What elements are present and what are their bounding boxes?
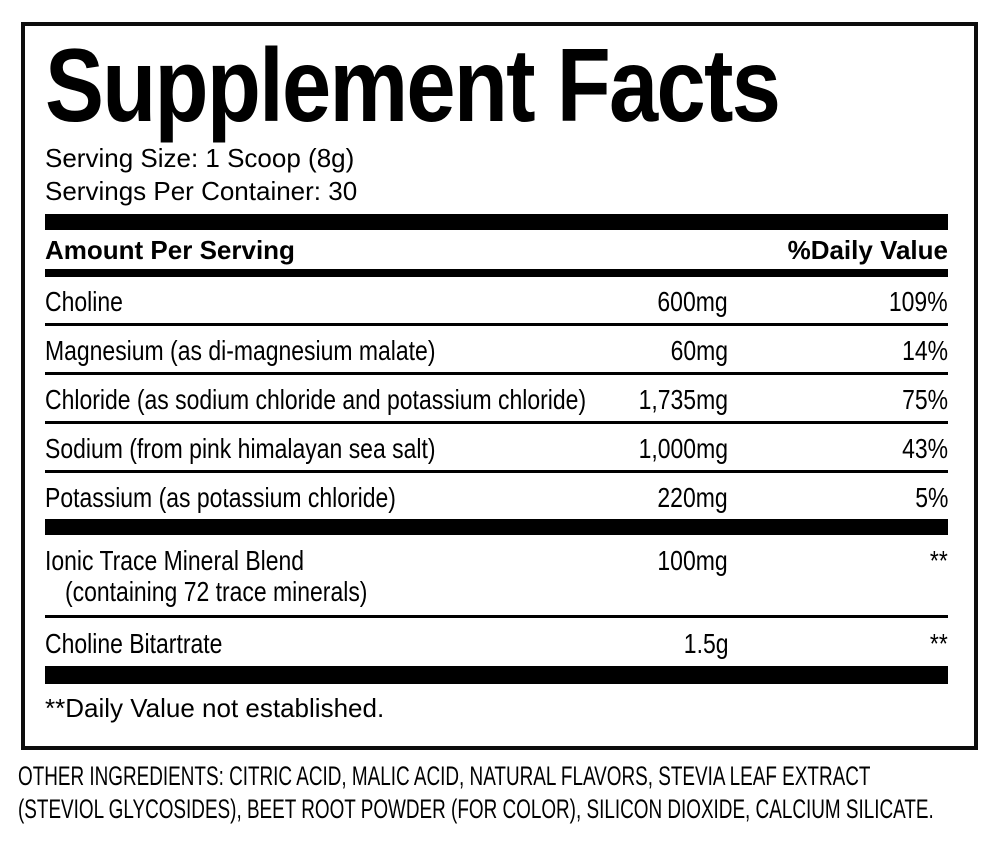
table-row: Magnesium (as di-magnesium malate) 60mg … xyxy=(45,326,948,375)
ingredient-amount: 220mg xyxy=(657,482,728,513)
panel-title: Supplement Facts xyxy=(45,28,781,144)
table-header: Amount Per Serving %Daily Value xyxy=(45,230,948,269)
ingredient-daily-value: ** xyxy=(930,628,948,659)
ingredient-amount: 600mg xyxy=(657,286,728,317)
table-row: Choline 600mg 109% xyxy=(45,277,948,326)
ingredient-name: Choline xyxy=(45,286,123,317)
serving-size: Serving Size: 1 Scoop (8g) xyxy=(45,143,355,173)
header-amount-per-serving: Amount Per Serving xyxy=(45,235,295,265)
divider-bar-middle xyxy=(45,519,948,535)
divider-bar-bottom xyxy=(45,666,948,684)
table-row: Sodium (from pink himalayan sea salt) 1,… xyxy=(45,424,948,473)
header-daily-value: %Daily Value xyxy=(787,235,948,265)
ingredient-amount: 1,000mg xyxy=(638,433,728,464)
table-row: Choline Bitartrate 1.5g ** xyxy=(45,618,948,666)
other-ingredients-line-1: OTHER INGREDIENTS: CITRIC ACID, MALIC AC… xyxy=(18,761,871,791)
divider-bar-header xyxy=(45,269,948,277)
ingredient-name: Sodium (from pink himalayan sea salt) xyxy=(45,433,436,464)
serving-info: Serving Size: 1 Scoop (8g) Servings Per … xyxy=(45,142,948,208)
table-row: Chloride (as sodium chloride and potassi… xyxy=(45,375,948,424)
other-ingredients-line-2: (STEVIOL GLYCOSIDES), BEET ROOT POWDER (… xyxy=(18,794,934,824)
servings-per-container: Servings Per Container: 30 xyxy=(45,176,358,206)
ingredient-name: Magnesium (as di-magnesium malate) xyxy=(45,335,436,366)
table-row-blend: Ionic Trace Mineral Blend (containing 72… xyxy=(45,535,948,618)
ingredient-amount: 1,735mg xyxy=(638,384,728,415)
supplement-facts-panel: Supplement Facts Serving Size: 1 Scoop (… xyxy=(21,22,978,750)
other-ingredients: OTHER INGREDIENTS: CITRIC ACID, MALIC AC… xyxy=(18,760,993,826)
blend-daily-value: ** xyxy=(930,545,948,576)
ingredient-name: Chloride (as sodium chloride and potassi… xyxy=(45,384,587,415)
ingredient-amount: 1.5g xyxy=(683,628,728,659)
ingredient-daily-value: 14% xyxy=(902,335,948,366)
ingredient-daily-value: 109% xyxy=(889,286,948,317)
blend-name: Ionic Trace Mineral Blend xyxy=(45,545,305,576)
blend-detail: (containing 72 trace minerals) xyxy=(65,576,368,607)
ingredient-daily-value: 5% xyxy=(914,482,948,513)
ingredient-amount: 60mg xyxy=(670,335,728,366)
ingredient-daily-value: 43% xyxy=(902,433,948,464)
ingredient-name: Potassium (as potassium chloride) xyxy=(45,482,396,513)
daily-value-footnote: **Daily Value not established. xyxy=(45,693,385,723)
ingredient-daily-value: 75% xyxy=(902,384,948,415)
table-row: Potassium (as potassium chloride) 220mg … xyxy=(45,473,948,519)
ingredient-name: Choline Bitartrate xyxy=(45,628,223,659)
divider-bar-top xyxy=(45,214,948,230)
blend-amount: 100mg xyxy=(657,545,728,576)
